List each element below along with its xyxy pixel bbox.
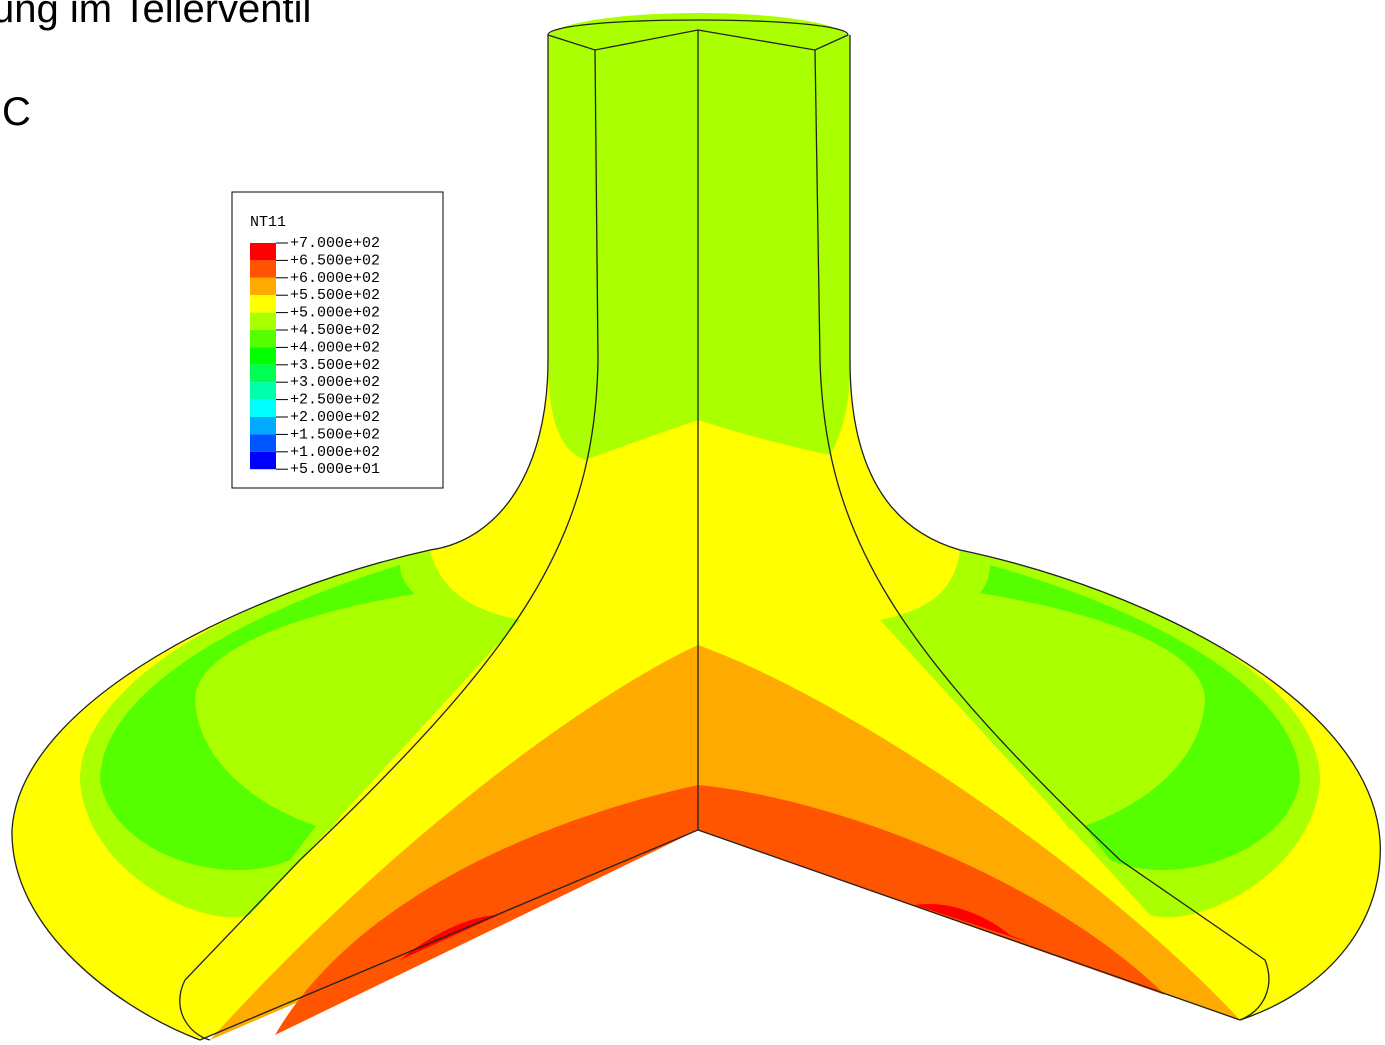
legend-label: +4.500e+02 [290, 322, 380, 339]
legend-swatch [250, 452, 276, 469]
legend-swatch [250, 347, 276, 364]
legend-label: +6.500e+02 [290, 252, 380, 269]
contour-plot: ung im Tellerventil °C NT11 +7.000e+02+6… [0, 0, 1385, 1045]
legend-title: NT11 [250, 214, 286, 231]
legend-label: +2.500e+02 [290, 392, 380, 409]
valve-model [12, 13, 1380, 1040]
legend-swatch [250, 243, 276, 260]
legend-label: +5.000e+01 [290, 461, 380, 478]
legend-swatch [250, 434, 276, 451]
legend-label: +3.500e+02 [290, 357, 380, 374]
legend-swatch [250, 295, 276, 312]
legend-swatch [250, 417, 276, 434]
unit: °C [0, 90, 31, 134]
legend-label: +4.000e+02 [290, 339, 380, 356]
title: ung im Tellerventil [0, 0, 311, 31]
legend-swatch [250, 313, 276, 330]
legend-label: +6.000e+02 [290, 270, 380, 287]
legend-swatch [250, 278, 276, 295]
legend-swatch [250, 382, 276, 399]
page: ung im Tellerventil °C NT11 +7.000e+02+6… [0, 0, 1385, 1045]
legend-swatch [250, 330, 276, 347]
legend-label: +3.000e+02 [290, 374, 380, 391]
legend-label: +7.000e+02 [290, 235, 380, 252]
legend-label: +5.000e+02 [290, 305, 380, 322]
legend-label: +1.500e+02 [290, 426, 380, 443]
legend-swatch [250, 400, 276, 417]
legend-label: +1.000e+02 [290, 444, 380, 461]
legend-label: +2.000e+02 [290, 409, 380, 426]
legend-swatch [250, 365, 276, 382]
legend-swatch [250, 260, 276, 277]
legend: NT11 +7.000e+02+6.500e+02+6.000e+02+5.50… [232, 192, 443, 488]
legend-label: +5.500e+02 [290, 287, 380, 304]
